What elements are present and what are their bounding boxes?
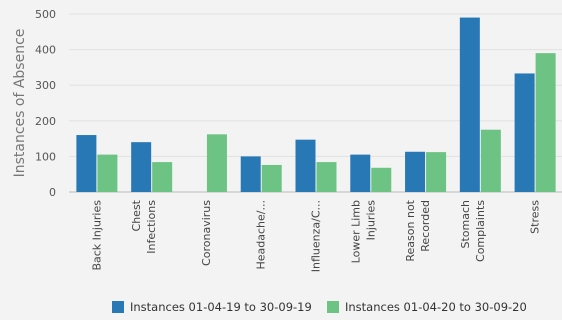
bar-series-2[interactable] [152, 162, 173, 192]
legend-label: Instances 01-04-20 to 30-09-20 [345, 300, 527, 314]
x-axis-labels: Back Injuries Chest Infections Coronavirus H… [90, 199, 541, 272]
legend-label: Instances 01-04-19 to 30-09-19 [130, 300, 312, 314]
y-tick-label: 300 [35, 79, 56, 92]
legend-swatch [327, 301, 339, 313]
bar-series-1[interactable] [405, 151, 426, 192]
bar-series-1[interactable] [76, 135, 97, 192]
y-tick-label: 100 [35, 150, 56, 163]
x-tick-label: Back Injuries [90, 200, 103, 271]
bar-series-1[interactable] [459, 17, 480, 193]
x-tick-label: Coronavirus [200, 200, 213, 266]
y-axis-ticks: 0 100 200 300 400 500 [35, 8, 56, 199]
bar-series-2[interactable] [426, 152, 447, 192]
bar-series-1[interactable] [350, 154, 371, 192]
x-tick-label: Lower Limb Injuries [349, 200, 377, 264]
y-tick-label: 500 [35, 8, 56, 21]
bar-series-1[interactable] [131, 142, 152, 192]
bar-series-2[interactable] [535, 53, 556, 192]
bar-series-1[interactable] [514, 73, 535, 192]
bar-series-2[interactable] [480, 129, 501, 192]
legend[interactable]: Instances 01-04-19 to 30-09-19 Instances … [112, 300, 527, 314]
bar-series-1[interactable] [295, 139, 316, 192]
legend-entry-2[interactable]: Instances 01-04-20 to 30-09-20 [327, 300, 527, 314]
bars [76, 17, 556, 193]
legend-swatch [112, 301, 124, 313]
x-tick-label: Stress [529, 200, 542, 234]
bar-series-2[interactable] [97, 154, 118, 192]
bar-series-1[interactable] [240, 156, 261, 192]
x-tick-label: Reason not Recorded [404, 199, 432, 261]
y-tick-label: 200 [35, 115, 56, 128]
bar-series-2[interactable] [371, 167, 392, 192]
y-axis-title: Instances of Absence [12, 29, 28, 178]
bar-series-2[interactable] [316, 162, 337, 192]
x-tick-label: Influenza/C... [310, 200, 323, 272]
bar-series-2[interactable] [206, 134, 227, 192]
y-tick-label: 0 [49, 186, 56, 199]
bar-series-2[interactable] [261, 164, 282, 192]
legend-entry-1[interactable]: Instances 01-04-19 to 30-09-19 [112, 300, 312, 314]
y-tick-label: 400 [35, 44, 56, 57]
x-tick-label: Chest Infections [130, 199, 158, 253]
x-tick-label: Stomach Complaints [459, 200, 487, 262]
x-tick-label: Headache/... [255, 200, 268, 270]
